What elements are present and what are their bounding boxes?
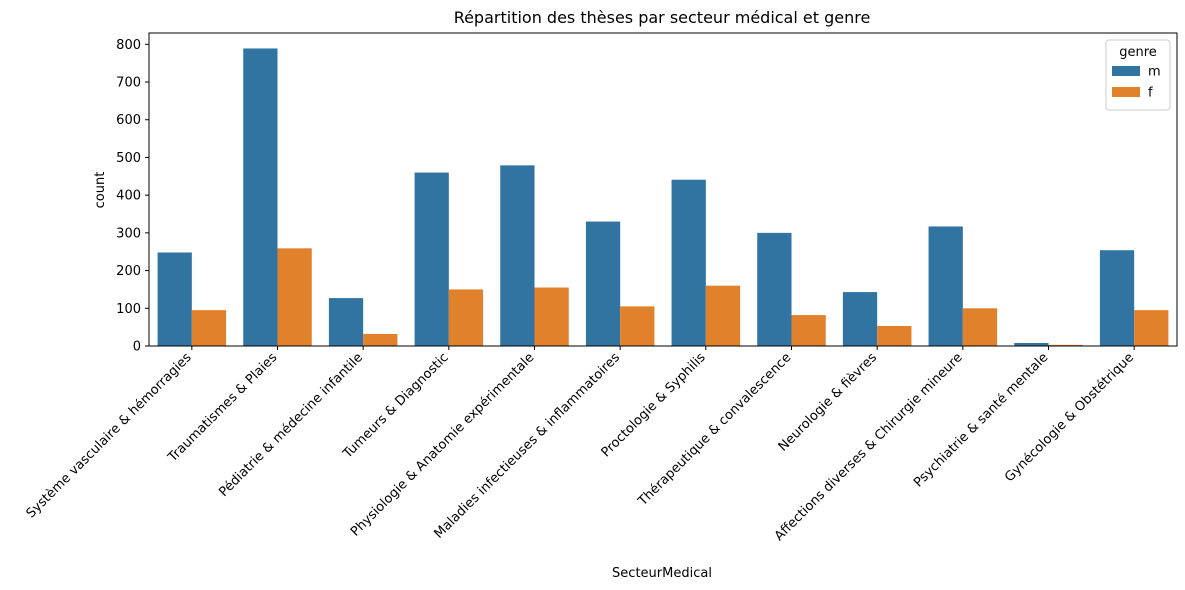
bar-f [363, 333, 398, 346]
legend-swatch-f [1112, 87, 1140, 97]
bar-m [1099, 250, 1135, 346]
x-tick-label: Pédiatrie & médecine infantile [216, 350, 366, 500]
bar-m [157, 252, 192, 346]
bar-m [757, 232, 792, 346]
legend-label-m: m [1148, 65, 1161, 80]
y-axis-label: count [93, 172, 108, 209]
x-tick-label: Thérapeutique & convalescence [635, 350, 794, 509]
bar-m [1014, 342, 1049, 346]
bar-f [448, 289, 484, 346]
legend-title: genre [1119, 45, 1157, 60]
y-tick-label: 700 [116, 76, 141, 91]
y-tick-label: 200 [116, 264, 141, 279]
y-tick-label: 600 [116, 113, 141, 128]
bar-m [500, 165, 535, 346]
x-tick-label: Affections diverses & Chirurgie mineure [772, 350, 966, 544]
y-tick-label: 300 [116, 226, 141, 241]
legend-label-f: f [1148, 86, 1153, 101]
bar-f [191, 310, 227, 346]
chart-title: Répartition des thèses par secteur médic… [454, 8, 871, 27]
legend: genre mf [1105, 39, 1171, 111]
bar-f [534, 287, 569, 346]
x-axis-label: SecteurMedical [612, 566, 712, 581]
x-tick-label: Psychiatrie & santé mentale [911, 350, 1051, 490]
bar-m [414, 172, 449, 346]
bar-f [705, 285, 741, 346]
bar-m [671, 179, 706, 346]
bar-f [277, 248, 312, 346]
x-axis: Système vasculaire & hémorragiesTraumati… [24, 346, 1137, 544]
x-tick-label: Maladies infectieuses & inflammatoires [432, 350, 624, 542]
y-tick-label: 500 [116, 151, 141, 166]
bar-f [791, 315, 826, 346]
bar-f [877, 326, 912, 346]
plot-area [148, 32, 1178, 347]
bar-m [928, 226, 963, 346]
y-tick-label: 100 [116, 302, 141, 317]
plot-frame [148, 32, 1178, 347]
bar-f [962, 308, 998, 346]
x-tick-label: Physiologie & Anatomie expérimentale [348, 350, 537, 539]
x-tick-label: Système vasculaire & hémorragies [24, 350, 195, 521]
bar-m [243, 48, 278, 346]
legend-swatch-m [1112, 66, 1140, 76]
bar-f [1048, 344, 1083, 346]
y-axis: 0 100 200 300 400 500 600 700 800 [116, 38, 149, 355]
bar-f [1134, 310, 1169, 346]
bar-m [585, 221, 621, 346]
bar-m [842, 292, 878, 346]
x-tick-label: Neurologie & fièvres [776, 350, 880, 454]
y-tick-label: 800 [116, 38, 141, 53]
bar-m [328, 298, 364, 346]
y-tick-label: 400 [116, 189, 141, 204]
bar-f [620, 306, 655, 346]
y-tick-label: 0 [133, 340, 141, 355]
